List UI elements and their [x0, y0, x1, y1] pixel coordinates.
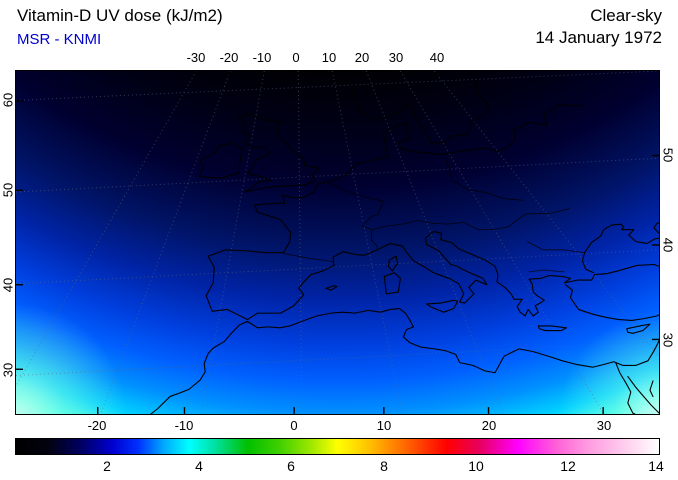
colorbar-tick: 10 — [468, 458, 484, 474]
colorbar-tick: 14 — [648, 458, 664, 474]
country-borders — [284, 157, 585, 272]
graticule — [16, 71, 659, 414]
axis-tick-left: 40 — [0, 277, 16, 293]
axis-tick-top: 40 — [429, 50, 445, 65]
axis-tick-left: 60 — [0, 92, 16, 108]
axis-tick-bottom: 10 — [376, 418, 392, 433]
axis-tick-bottom: -10 — [174, 418, 194, 433]
colorbar — [15, 438, 660, 455]
condition-label: Clear-sky — [590, 6, 662, 25]
axis-tick-bottom: 30 — [596, 418, 612, 433]
colorbar-tick: 2 — [103, 458, 111, 474]
colorbar-tick: 6 — [287, 458, 295, 474]
axis-tick-bottom: 20 — [481, 418, 497, 433]
axis-tick-right: 40 — [660, 237, 676, 253]
axis-tick-bottom: 0 — [290, 418, 298, 433]
uv-dose-map — [15, 70, 660, 415]
axis-tick-top: -10 — [252, 50, 272, 65]
axis-tick-top: 30 — [388, 50, 404, 65]
axis-tick-top: -30 — [186, 50, 206, 65]
colorbar-tick: 12 — [560, 458, 576, 474]
coastlines — [151, 74, 659, 414]
frame-tick-marks — [16, 71, 659, 414]
axis-tick-right: 30 — [660, 332, 676, 348]
axis-tick-top: 10 — [321, 50, 337, 65]
axis-tick-left: 50 — [0, 182, 16, 198]
colorbar-tick: 4 — [195, 458, 203, 474]
colorbar-tick: 8 — [380, 458, 388, 474]
map-overlay — [16, 71, 659, 414]
axis-tick-top: -20 — [219, 50, 239, 65]
date-label: 14 January 1972 — [535, 28, 662, 47]
page-title: Vitamin-D UV dose (kJ/m2) — [17, 6, 223, 25]
data-source-label: MSR - KNMI — [17, 31, 102, 48]
axis-tick-bottom: -20 — [87, 418, 107, 433]
axis-tick-right: 50 — [660, 147, 676, 163]
axis-tick-top: 0 — [292, 50, 300, 65]
axis-tick-left: 30 — [0, 362, 16, 378]
axis-tick-top: 20 — [354, 50, 370, 65]
